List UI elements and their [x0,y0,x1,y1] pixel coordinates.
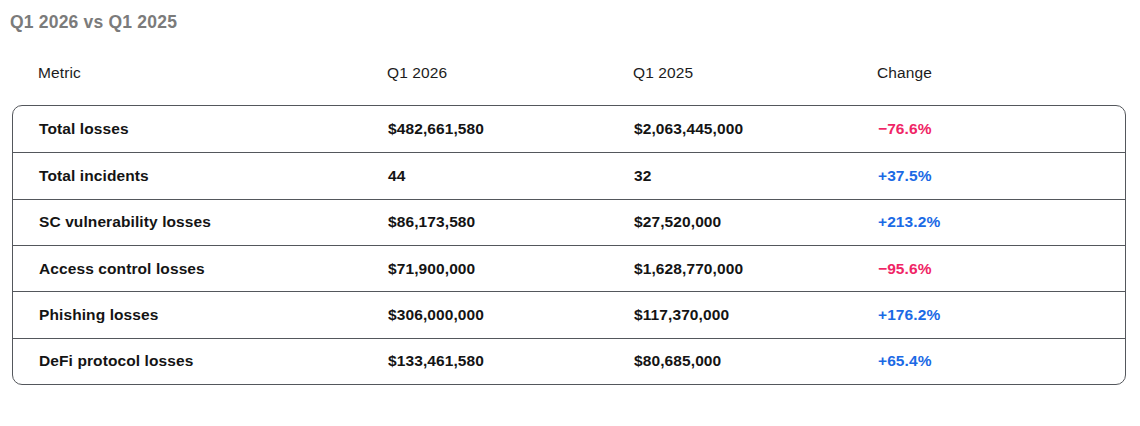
q1-2026-value: $306,000,000 [388,306,634,324]
q1-2025-value: $27,520,000 [634,213,878,231]
table-row: Total losses $482,661,580 $2,063,445,000… [13,106,1125,152]
q1-2026-value: $482,661,580 [388,120,634,138]
column-header-q1-2025: Q1 2025 [633,64,877,82]
column-header-change: Change [877,64,1126,82]
page-title: Q1 2026 vs Q1 2025 [10,12,177,33]
q1-2025-value: $2,063,445,000 [634,120,878,138]
q1-2026-value: $86,173,580 [388,213,634,231]
table-row: Access control losses $71,900,000 $1,628… [13,245,1125,291]
q1-2026-value: $133,461,580 [388,352,634,370]
table-row: DeFi protocol losses $133,461,580 $80,68… [13,338,1125,384]
table-header: Metric Q1 2026 Q1 2025 Change [12,53,1126,93]
q1-2025-value: $80,685,000 [634,352,878,370]
q1-2025-value: 32 [634,167,878,185]
metric-label: SC vulnerability losses [39,213,388,231]
q1-2026-value: $71,900,000 [388,260,634,278]
metric-label: Total losses [39,120,388,138]
table-row: Phishing losses $306,000,000 $117,370,00… [13,291,1125,337]
q1-2025-value: $1,628,770,000 [634,260,878,278]
metric-label: Access control losses [39,260,388,278]
comparison-table: Total losses $482,661,580 $2,063,445,000… [12,105,1126,385]
q1-2026-value: 44 [388,167,634,185]
metric-label: DeFi protocol losses [39,352,388,370]
metric-label: Phishing losses [39,306,388,324]
change-value: +213.2% [878,213,1125,231]
change-value: +65.4% [878,352,1125,370]
change-value: +37.5% [878,167,1125,185]
column-header-metric: Metric [38,64,387,82]
table-row: Total incidents 44 32 +37.5% [13,152,1125,198]
change-value: +176.2% [878,306,1125,324]
metric-label: Total incidents [39,167,388,185]
column-header-q1-2026: Q1 2026 [387,64,633,82]
change-value: −76.6% [878,120,1125,138]
table-row: SC vulnerability losses $86,173,580 $27,… [13,199,1125,245]
q1-2025-value: $117,370,000 [634,306,878,324]
change-value: −95.6% [878,260,1125,278]
